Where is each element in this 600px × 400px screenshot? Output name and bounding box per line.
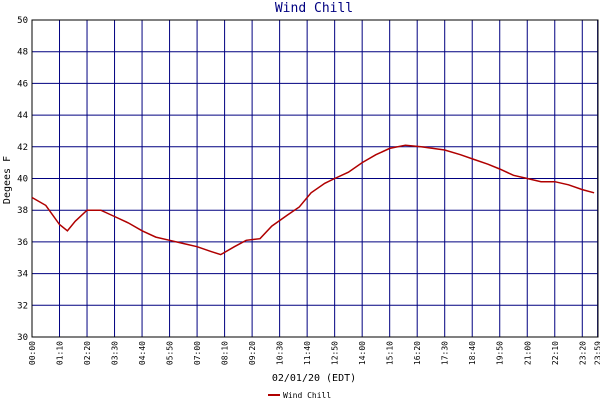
y-tick-label: 40 bbox=[17, 175, 28, 185]
y-axis-label: Degees F bbox=[2, 156, 13, 204]
x-tick-label: 14:00 bbox=[358, 341, 367, 365]
x-tick-label: 15:10 bbox=[386, 341, 395, 365]
legend-label: Wind Chill bbox=[283, 391, 331, 400]
y-tick-label: 44 bbox=[17, 111, 28, 121]
x-tick-label: 17:30 bbox=[441, 341, 450, 365]
x-tick-label: 07:00 bbox=[193, 341, 202, 365]
y-tick-label: 36 bbox=[17, 238, 28, 248]
x-tick-label: 03:30 bbox=[111, 341, 120, 365]
y-tick-label: 42 bbox=[17, 143, 28, 153]
x-tick-label: 22:10 bbox=[551, 341, 560, 365]
x-tick-label: 10:30 bbox=[276, 341, 285, 365]
x-tick-label: 08:10 bbox=[221, 341, 230, 365]
x-tick-label: 01:10 bbox=[56, 341, 65, 365]
x-tick-label: 11:40 bbox=[303, 341, 312, 365]
x-tick-label: 23:20 bbox=[578, 341, 587, 365]
x-tick-label: 16:20 bbox=[413, 341, 422, 365]
data-line bbox=[31, 144, 595, 256]
chart-title: Wind Chill bbox=[275, 1, 353, 16]
y-tick-label: 30 bbox=[17, 333, 28, 343]
y-tick-label: 38 bbox=[17, 206, 28, 216]
plot-border bbox=[31, 19, 599, 338]
x-tick-label: 19:50 bbox=[496, 341, 505, 365]
y-tick-label: 50 bbox=[17, 16, 28, 26]
y-tick-label: 32 bbox=[17, 301, 28, 311]
y-tick-label: 46 bbox=[17, 79, 28, 89]
x-tick-label: 09:20 bbox=[248, 341, 257, 365]
x-tick-label: 05:50 bbox=[166, 341, 175, 365]
y-tick-label: 34 bbox=[17, 270, 28, 280]
y-tick-label: 48 bbox=[17, 48, 28, 58]
x-tick-label: 12:50 bbox=[331, 341, 340, 365]
x-tick-label: 18:40 bbox=[468, 341, 477, 365]
x-tick-label: 23:59 bbox=[594, 341, 600, 365]
x-axis-label: 02/01/20 (EDT) bbox=[272, 373, 356, 384]
x-tick-label: 04:40 bbox=[138, 341, 147, 365]
x-tick-label: 21:00 bbox=[523, 341, 532, 365]
x-tick-label: 00:00 bbox=[28, 341, 37, 365]
x-tick-label: 02:20 bbox=[83, 341, 92, 365]
